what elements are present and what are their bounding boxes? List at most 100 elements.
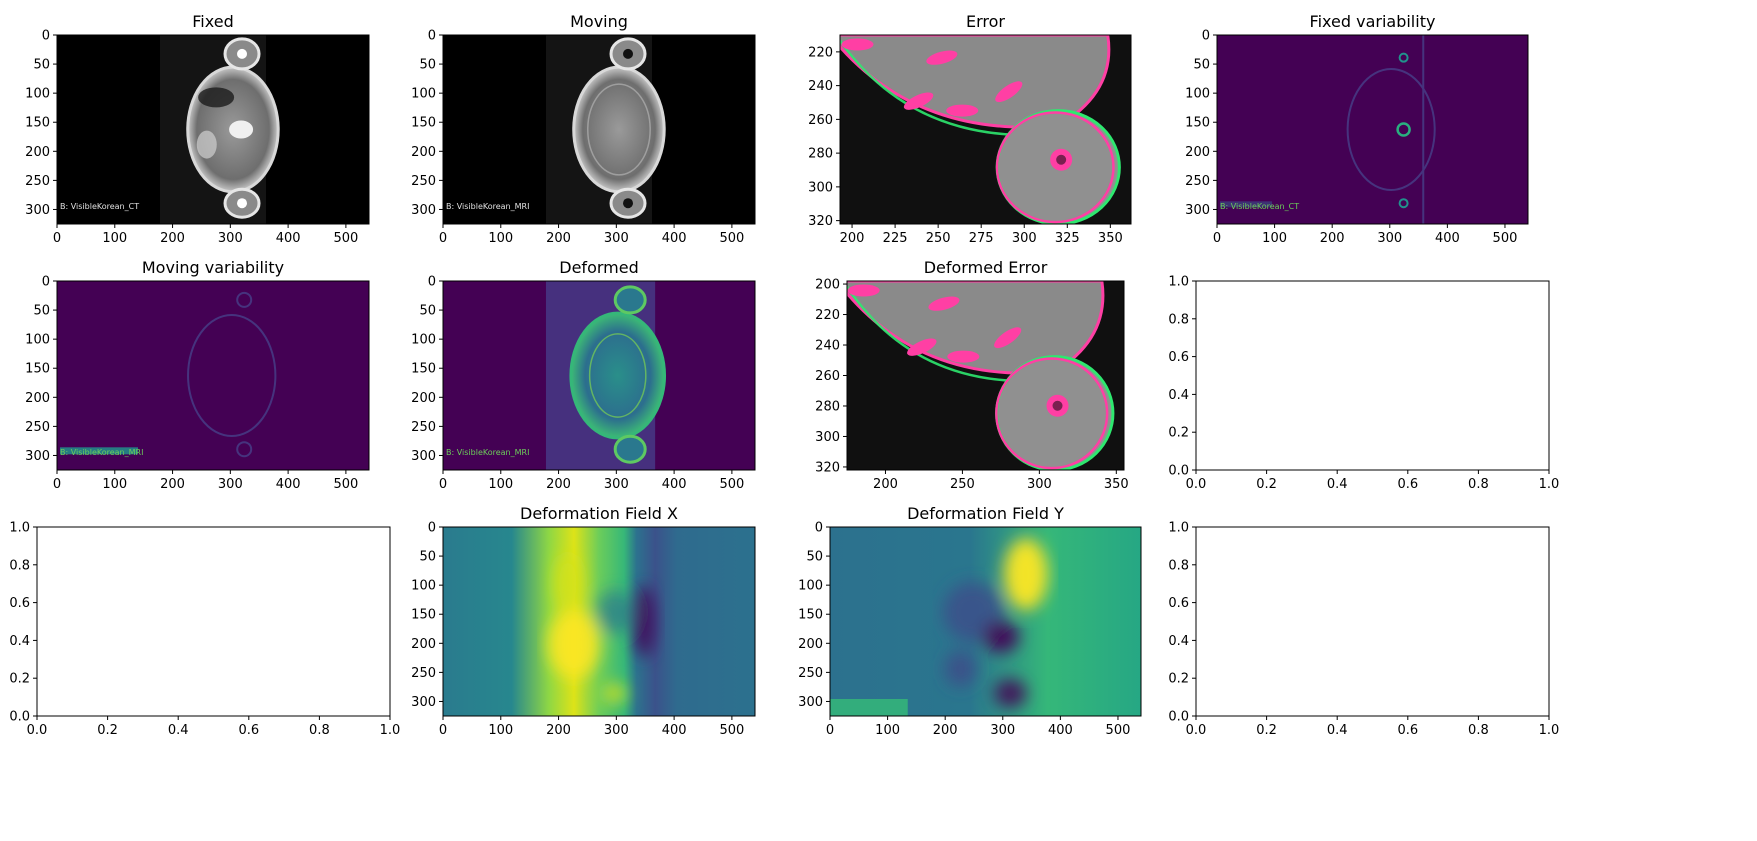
- x-tick-label: 0.0: [1186, 477, 1207, 492]
- y-tick-label: 300: [25, 449, 50, 464]
- x-tick-label: 250: [926, 231, 951, 246]
- y-tick-label: 250: [25, 174, 50, 189]
- y-tick-label: 250: [411, 666, 436, 681]
- y-tick-label: 200: [798, 637, 823, 652]
- x-tick-label: 225: [883, 231, 908, 246]
- y-tick-label: 1.0: [9, 521, 30, 536]
- x-tick-label: 0.4: [1327, 477, 1348, 492]
- y-tick-label: 150: [25, 362, 50, 377]
- x-tick-label: 275: [969, 231, 994, 246]
- y-tick-label: 0.6: [9, 596, 30, 611]
- y-tick-label: 50: [419, 550, 436, 565]
- x-tick-label: 1.0: [380, 723, 401, 738]
- x-tick-label: 300: [1012, 231, 1037, 246]
- y-tick-label: 0: [428, 521, 436, 536]
- y-tick-label: 200: [25, 391, 50, 406]
- x-tick-label: 0: [53, 231, 61, 246]
- x-tick-label: 300: [218, 477, 243, 492]
- heatmap-image: B: VisibleKorean_CT: [1217, 35, 1528, 224]
- x-tick-label: 325: [1055, 231, 1080, 246]
- y-tick-label: 300: [815, 430, 840, 445]
- y-tick-label: 50: [33, 304, 50, 319]
- x-tick-label: 0.6: [238, 723, 259, 738]
- empty-plot-area: [1196, 527, 1549, 716]
- x-tick-label: 300: [1027, 477, 1052, 492]
- axes-frame: [56, 280, 370, 471]
- axes-frame: [56, 34, 370, 225]
- x-tick-label: 350: [1104, 477, 1129, 492]
- axes-title: Moving: [570, 12, 628, 31]
- y-tick-label: 250: [411, 420, 436, 435]
- x-tick-label: 300: [604, 477, 629, 492]
- axes-frame: [1195, 526, 1550, 717]
- y-tick-label: 300: [808, 180, 833, 195]
- y-tick-label: 0: [428, 275, 436, 290]
- x-tick-label: 400: [1048, 723, 1073, 738]
- y-tick-label: 0.2: [1168, 426, 1189, 441]
- y-tick-label: 250: [411, 174, 436, 189]
- y-tick-label: 0.0: [1168, 710, 1189, 725]
- y-tick-label: 200: [411, 391, 436, 406]
- y-tick-label: 0.4: [1168, 388, 1189, 403]
- axes-frame: [829, 526, 1142, 717]
- y-tick-label: 300: [411, 449, 436, 464]
- y-tick-label: 240: [815, 339, 840, 354]
- y-tick-label: 1.0: [1168, 275, 1189, 290]
- y-tick-label: 0: [428, 29, 436, 44]
- y-tick-label: 0.8: [9, 558, 30, 573]
- y-tick-label: 50: [1193, 58, 1210, 73]
- axes-title: Deformed: [559, 258, 638, 277]
- y-tick-label: 320: [808, 214, 833, 229]
- y-tick-label: 0.6: [1168, 596, 1189, 611]
- x-tick-label: 0.8: [309, 723, 330, 738]
- x-tick-label: 0: [1213, 231, 1221, 246]
- x-tick-label: 400: [662, 477, 687, 492]
- x-tick-label: 0.2: [1256, 477, 1277, 492]
- x-tick-label: 500: [1493, 231, 1518, 246]
- axes-title: Deformation Field Y: [907, 504, 1064, 523]
- y-tick-label: 0.4: [1168, 634, 1189, 649]
- y-tick-label: 220: [808, 45, 833, 60]
- y-tick-label: 100: [798, 579, 823, 594]
- x-tick-label: 200: [546, 231, 571, 246]
- y-tick-label: 260: [815, 369, 840, 384]
- x-tick-label: 100: [875, 723, 900, 738]
- y-tick-label: 150: [411, 116, 436, 131]
- image-annotation: B: VisibleKorean_MRI: [446, 202, 529, 211]
- x-tick-label: 100: [488, 723, 513, 738]
- x-tick-label: 0.0: [27, 723, 48, 738]
- x-tick-label: 1.0: [1539, 477, 1560, 492]
- y-tick-label: 200: [1185, 145, 1210, 160]
- axes-frame: [442, 526, 756, 717]
- x-tick-label: 100: [102, 477, 127, 492]
- heatmap-image: B: VisibleKorean_MRI: [443, 35, 755, 224]
- y-tick-label: 0.6: [1168, 350, 1189, 365]
- x-tick-label: 0.0: [1186, 723, 1207, 738]
- x-tick-label: 0: [439, 477, 447, 492]
- y-tick-label: 150: [1185, 116, 1210, 131]
- axes-empty2: 0.0 0.2 0.4 0.6 0.8 1.0 0.0 0.2 0.4 0.6 0.8 1.0: [9, 521, 400, 739]
- y-tick-label: 300: [411, 695, 436, 710]
- axes-moving: B: VisibleKorean_MRI Moving 0 100 200 300 400 5…: [411, 12, 756, 246]
- x-tick-label: 0: [439, 231, 447, 246]
- x-tick-label: 200: [933, 723, 958, 738]
- x-tick-label: 300: [218, 231, 243, 246]
- y-tick-label: 0.0: [9, 710, 30, 725]
- x-tick-label: 200: [1320, 231, 1345, 246]
- image-annotation: B: VisibleKorean_CT: [60, 202, 139, 211]
- y-tick-label: 0.8: [1168, 312, 1189, 327]
- y-tick-label: 100: [1185, 87, 1210, 102]
- x-tick-label: 0.6: [1397, 477, 1418, 492]
- y-tick-label: 200: [815, 278, 840, 293]
- y-tick-label: 100: [25, 87, 50, 102]
- x-tick-label: 400: [276, 477, 301, 492]
- empty-plot-area: [1196, 281, 1549, 470]
- empty-plot-area: [37, 527, 390, 716]
- y-tick-label: 300: [798, 695, 823, 710]
- x-tick-label: 0.2: [97, 723, 118, 738]
- x-tick-label: 100: [102, 231, 127, 246]
- x-tick-label: 200: [160, 477, 185, 492]
- x-tick-label: 400: [662, 231, 687, 246]
- y-tick-label: 150: [411, 362, 436, 377]
- x-tick-label: 100: [488, 477, 513, 492]
